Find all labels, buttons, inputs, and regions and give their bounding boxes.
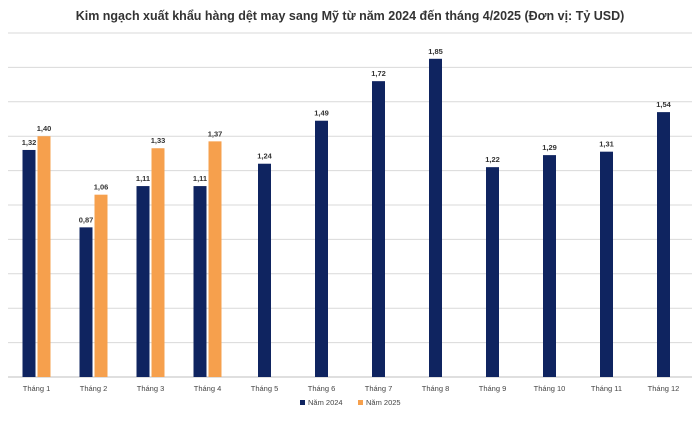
value-label: 1,11 bbox=[136, 174, 150, 183]
x-tick-label: Tháng 3 bbox=[137, 384, 165, 393]
bar-2024-12 bbox=[657, 112, 670, 378]
bar-2025-4 bbox=[208, 141, 222, 377]
value-label: 0,87 bbox=[79, 215, 94, 224]
bars bbox=[22, 58, 670, 378]
value-label: 1,49 bbox=[314, 109, 329, 118]
x-tick-label: Tháng 2 bbox=[80, 384, 108, 393]
legend-label: Năm 2024 bbox=[308, 398, 343, 407]
x-tick-label: Tháng 6 bbox=[308, 384, 336, 393]
x-tick-label: Tháng 7 bbox=[365, 384, 393, 393]
value-label: 1,31 bbox=[599, 140, 614, 149]
x-axis-tick-labels: Tháng 1 Tháng 2 Tháng 3 Tháng 4 Tháng 5 Tháng… bbox=[23, 384, 680, 393]
x-tick-label: Tháng 11 bbox=[591, 384, 622, 393]
bar-2024-1 bbox=[22, 149, 36, 377]
legend-swatch bbox=[300, 400, 305, 405]
bar-2024-10 bbox=[543, 155, 556, 377]
value-label: 1,32 bbox=[22, 138, 37, 147]
value-label: 1,85 bbox=[428, 47, 443, 56]
bar-2024-7 bbox=[372, 81, 385, 377]
legend: Năm 2024 Năm 2025 bbox=[300, 398, 401, 407]
bar-2024-3 bbox=[136, 186, 150, 377]
chart-title: Kim ngạch xuất khẩu hàng dệt may sang Mỹ… bbox=[76, 9, 625, 23]
bar-2025-3 bbox=[151, 148, 165, 377]
value-label: 1,06 bbox=[94, 183, 109, 192]
value-label: 1,33 bbox=[151, 136, 166, 145]
x-tick-label: Tháng 4 bbox=[194, 384, 222, 393]
bar-2024-8 bbox=[429, 58, 442, 378]
x-tick-label: Tháng 5 bbox=[251, 384, 279, 393]
x-tick-label: Tháng 8 bbox=[422, 384, 450, 393]
bar-2024-2 bbox=[79, 227, 93, 377]
value-label: 1,72 bbox=[371, 69, 386, 78]
value-label: 1,40 bbox=[37, 124, 52, 133]
bar-2024-9 bbox=[486, 167, 499, 377]
legend-label: Năm 2025 bbox=[366, 398, 401, 407]
x-tick-label: Tháng 9 bbox=[479, 384, 507, 393]
bar-2025-1 bbox=[37, 136, 51, 377]
x-tick-label: Tháng 1 bbox=[23, 384, 51, 393]
legend-swatch bbox=[358, 400, 363, 405]
x-tick-label: Tháng 10 bbox=[534, 384, 566, 393]
gridlines bbox=[8, 32, 692, 378]
bar-2024-11 bbox=[600, 151, 613, 377]
bar-2024-5 bbox=[258, 163, 271, 377]
x-tick-label: Tháng 12 bbox=[648, 384, 680, 393]
bar-2024-4 bbox=[193, 186, 207, 377]
value-label: 1,24 bbox=[257, 152, 272, 161]
bar-2025-2 bbox=[94, 194, 108, 377]
value-label: 1,11 bbox=[193, 174, 207, 183]
bar-2024-6 bbox=[315, 120, 328, 377]
value-label: 1,22 bbox=[485, 155, 500, 164]
value-label: 1,37 bbox=[208, 129, 223, 138]
value-label: 1,29 bbox=[542, 143, 557, 152]
value-label: 1,54 bbox=[656, 100, 671, 109]
value-labels: 1,321,40 0,87 1,06 1,11 1,33 1,11 1,37 1,24 1,49… bbox=[22, 47, 672, 225]
